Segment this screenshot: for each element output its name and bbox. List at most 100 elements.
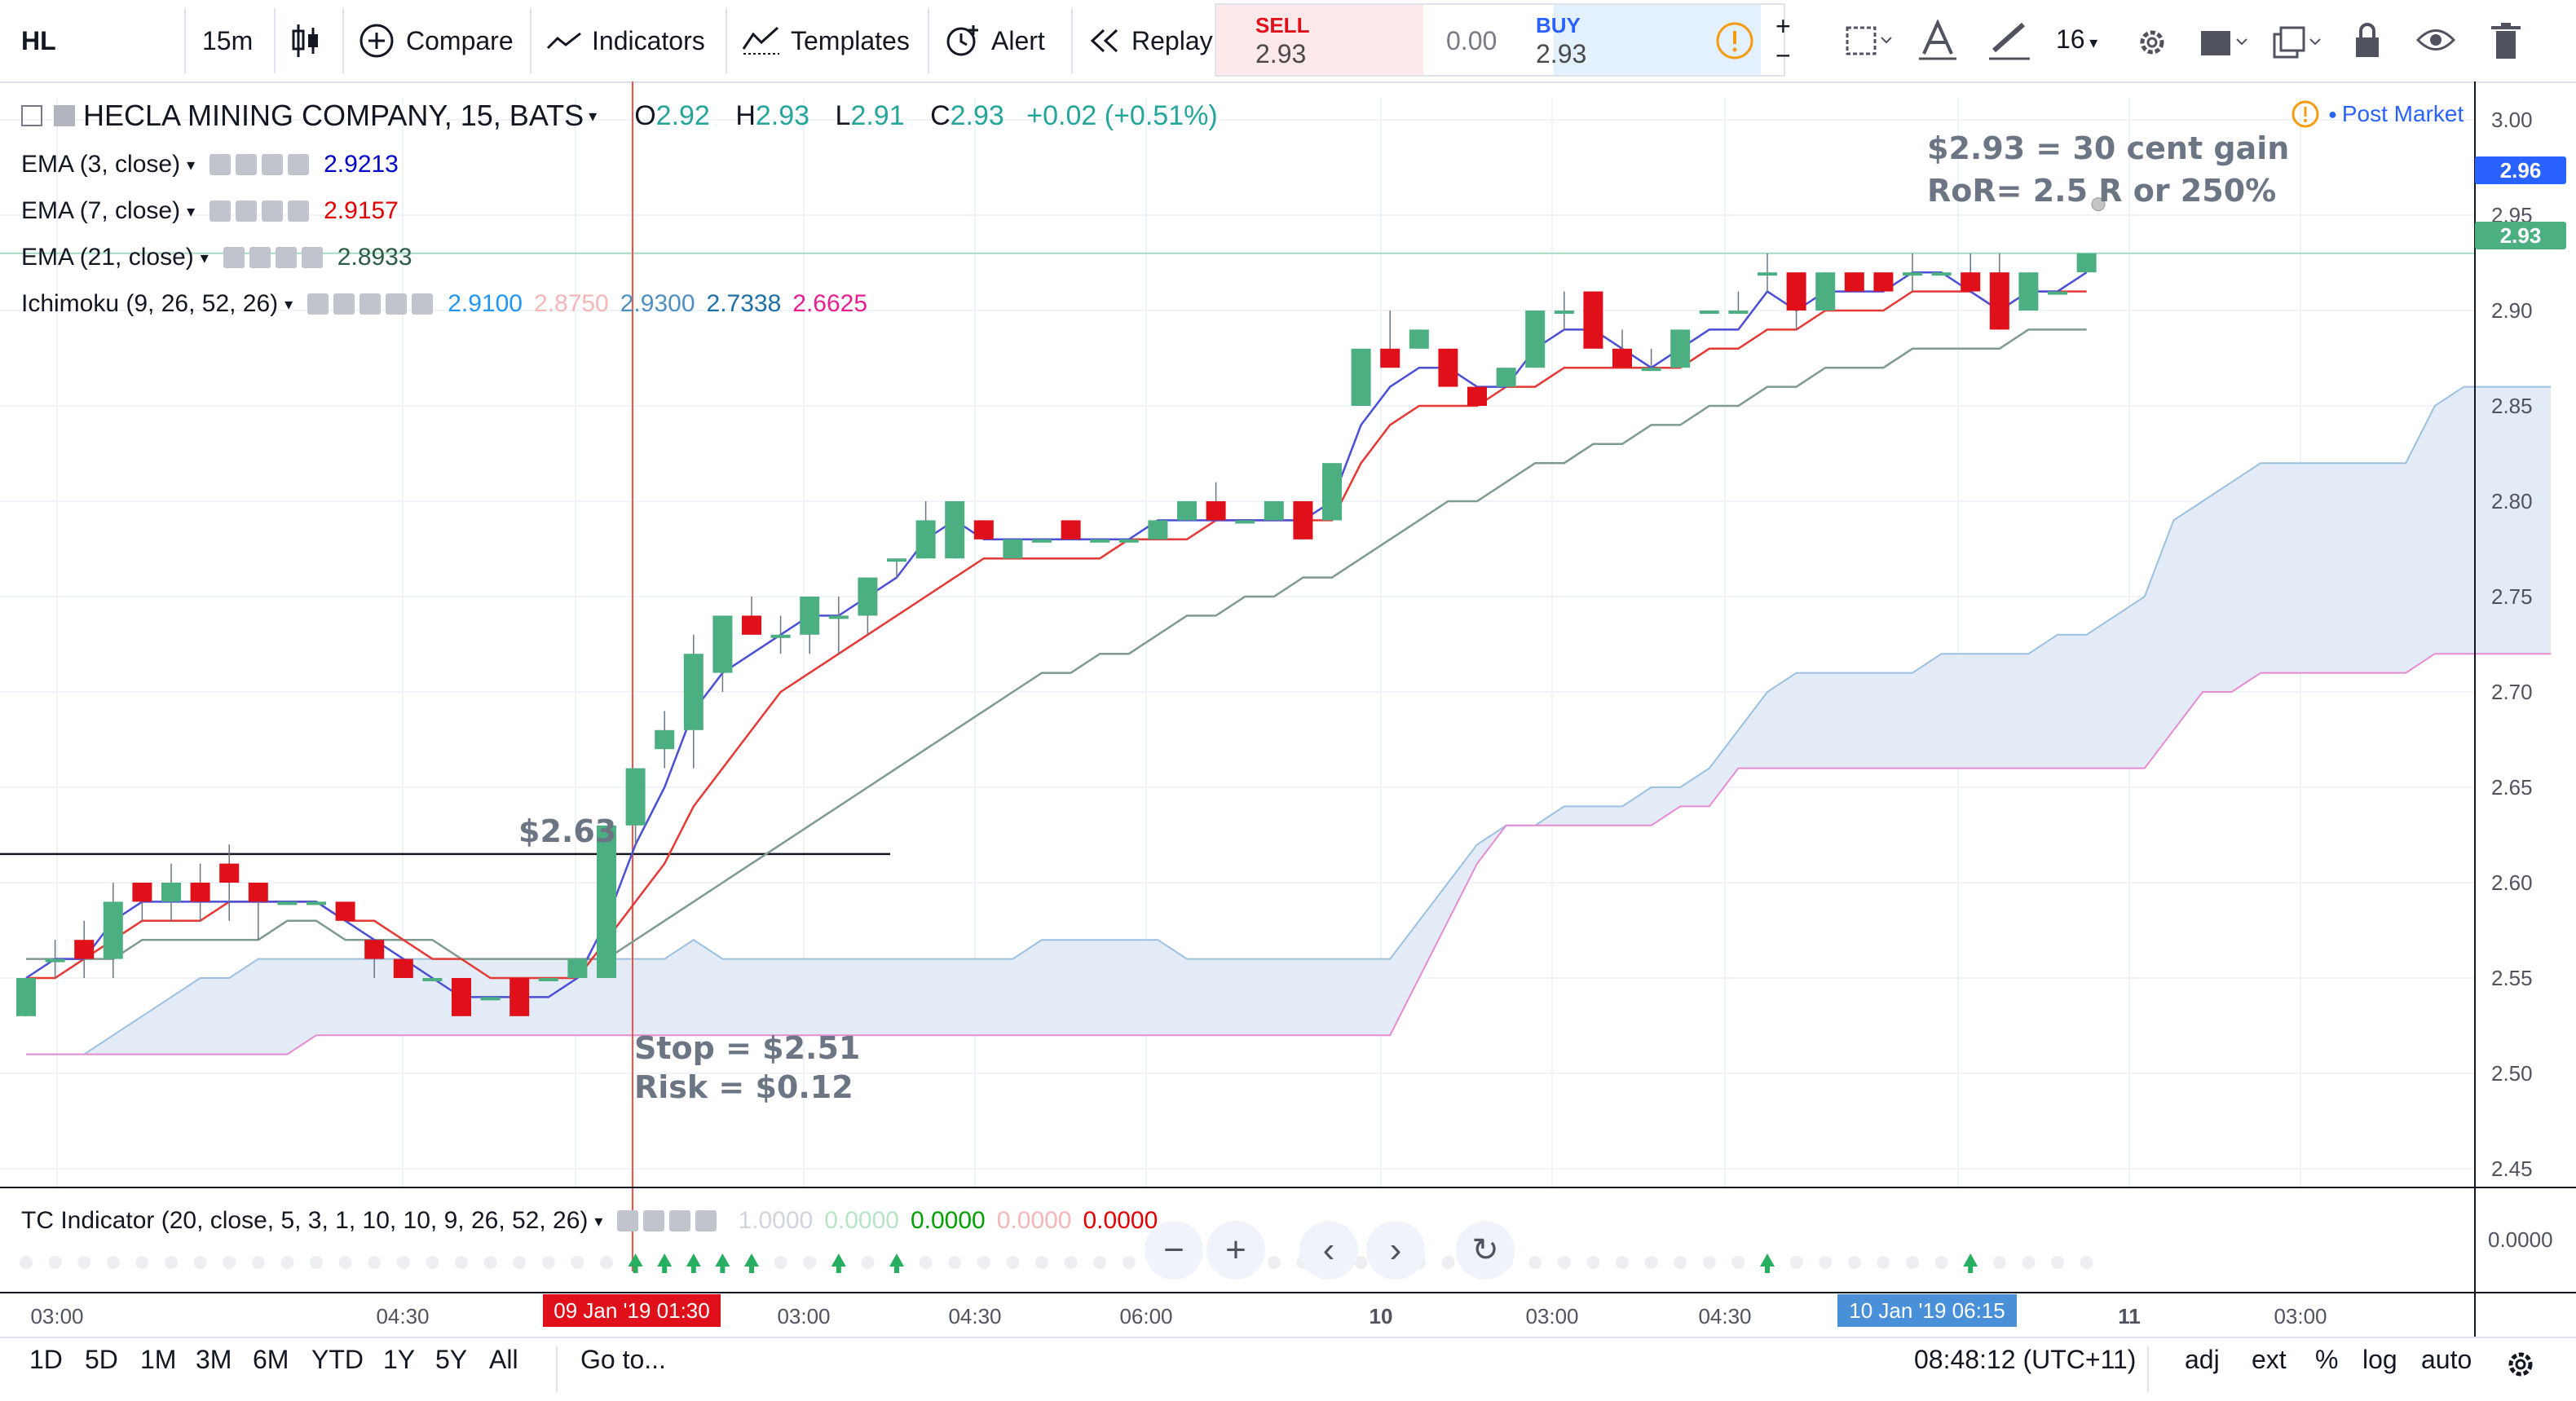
- chevron-down-icon[interactable]: ▾: [187, 202, 196, 221]
- range-5y[interactable]: 5Y: [435, 1345, 468, 1374]
- ema7-legend[interactable]: EMA (7, close) ▾ 2.9157: [21, 192, 399, 231]
- collapse-icon[interactable]: [21, 105, 42, 126]
- post-market-badge[interactable]: ● Post Market: [2291, 99, 2464, 129]
- goto-button[interactable]: Go to...: [580, 1345, 666, 1374]
- ext-toggle[interactable]: ext: [2252, 1345, 2287, 1374]
- chevron-down-icon[interactable]: ▾: [589, 107, 598, 126]
- plus-icon[interactable]: [262, 200, 284, 222]
- eye-icon[interactable]: [617, 1210, 639, 1231]
- risk-annotation[interactable]: Risk = $0.12: [634, 1069, 854, 1105]
- low-label: L: [835, 99, 851, 131]
- layout-button[interactable]: [1844, 23, 1893, 63]
- sell-button[interactable]: [1216, 5, 1423, 75]
- delete-button[interactable]: [2490, 21, 2522, 64]
- eye-icon[interactable]: [210, 200, 232, 222]
- replay-button[interactable]: Replay: [1089, 0, 1213, 82]
- ichimoku-legend[interactable]: Ichimoku (9, 26, 52, 26) ▾ 2.9100 2.8750 …: [21, 284, 867, 324]
- auto-toggle[interactable]: auto: [2421, 1345, 2472, 1374]
- buy-button[interactable]: [1554, 5, 1761, 75]
- plus-icon[interactable]: [262, 154, 284, 175]
- range-1d[interactable]: 1D: [29, 1345, 63, 1374]
- brush-tool-button[interactable]: [1987, 20, 2031, 64]
- zoom-out-button[interactable]: −: [1775, 41, 1791, 70]
- plus-icon[interactable]: [275, 247, 297, 268]
- candle-body: [828, 615, 849, 619]
- gear-icon[interactable]: [333, 293, 355, 315]
- source-code-icon[interactable]: [359, 293, 382, 315]
- chart-style-button[interactable]: [290, 0, 321, 82]
- tc-indicator-legend[interactable]: TC Indicator (20, close, 5, 3, 1, 10, 10…: [21, 1201, 1158, 1240]
- eye-icon[interactable]: [307, 293, 329, 315]
- buy-arrow-stem: [633, 1267, 638, 1273]
- chevron-down-icon[interactable]: ▾: [594, 1212, 603, 1231]
- signal-dot: [1731, 1256, 1745, 1269]
- chevron-down-icon[interactable]: ▾: [285, 295, 293, 314]
- close-icon[interactable]: [412, 293, 434, 315]
- gear-icon: [2508, 1352, 2533, 1377]
- zoom-in-chart-button[interactable]: +: [1206, 1221, 1265, 1280]
- eye-icon: [2415, 29, 2456, 51]
- candle-body: [1322, 463, 1342, 521]
- source-code-icon[interactable]: [669, 1210, 691, 1231]
- signal-dot: [541, 1256, 555, 1269]
- range-all[interactable]: All: [489, 1345, 518, 1374]
- interval-label: 15m: [202, 25, 254, 55]
- range-5d[interactable]: 5D: [85, 1345, 118, 1374]
- info-icon: [1716, 22, 1753, 59]
- plus-icon[interactable]: [386, 293, 408, 315]
- reset-chart-button[interactable]: ↻: [1456, 1221, 1515, 1280]
- buy-arrow-stem: [690, 1267, 696, 1273]
- close-icon[interactable]: [288, 200, 310, 222]
- alert-button[interactable]: Alert: [944, 0, 1045, 82]
- ema3-legend[interactable]: EMA (3, close) ▾ 2.9213: [21, 145, 399, 184]
- visibility-button[interactable]: [2415, 26, 2456, 58]
- range-ytd[interactable]: YTD: [311, 1345, 364, 1374]
- entry-annotation[interactable]: $2.63: [518, 813, 617, 849]
- clone-button[interactable]: [2271, 24, 2323, 64]
- range-6m[interactable]: 6M: [253, 1345, 289, 1374]
- scroll-left-button[interactable]: ‹: [1299, 1221, 1358, 1280]
- stop-annotation[interactable]: Stop = $2.51: [634, 1030, 861, 1066]
- signal-dot: [977, 1256, 990, 1269]
- clock-readout[interactable]: 08:48:12 (UTC+11): [1914, 1345, 2137, 1374]
- price-tick-label: 2.50: [2491, 1061, 2533, 1086]
- percent-toggle[interactable]: %: [2315, 1345, 2339, 1374]
- gear-icon[interactable]: [236, 154, 258, 175]
- ror-annotation[interactable]: RoR= 2.5 R or 250%: [1927, 173, 2277, 209]
- gear-icon[interactable]: [643, 1210, 665, 1231]
- close-icon[interactable]: [288, 154, 310, 175]
- range-3m[interactable]: 3M: [196, 1345, 232, 1374]
- candle-body: [1728, 311, 1749, 314]
- adj-toggle[interactable]: adj: [2185, 1345, 2220, 1374]
- log-toggle[interactable]: log: [2362, 1345, 2397, 1374]
- interval-button[interactable]: 15m: [202, 0, 253, 82]
- indicators-button[interactable]: Indicators: [546, 0, 705, 82]
- gain-annotation[interactable]: $2.93 = 30 cent gain: [1927, 130, 2290, 166]
- zoom-out-chart-button[interactable]: −: [1145, 1221, 1203, 1280]
- compare-button[interactable]: Compare: [359, 0, 514, 82]
- ema21-legend[interactable]: EMA (21, close) ▾ 2.8933: [21, 238, 412, 277]
- lock-button[interactable]: [2351, 21, 2384, 64]
- font-size-button[interactable]: 16 ▾: [2056, 24, 2097, 55]
- close-icon[interactable]: [301, 247, 323, 268]
- symbol-search[interactable]: HL: [21, 0, 56, 82]
- range-1m[interactable]: 1M: [140, 1345, 177, 1374]
- chevron-down-icon[interactable]: ▾: [187, 156, 196, 174]
- eye-icon[interactable]: [223, 247, 245, 268]
- eye-icon[interactable]: [210, 154, 232, 175]
- fill-button[interactable]: [2198, 24, 2250, 64]
- info-button[interactable]: [1715, 21, 1754, 64]
- templates-button[interactable]: Templates: [742, 0, 910, 82]
- settings-button[interactable]: [2134, 24, 2170, 64]
- scroll-right-button[interactable]: ›: [1366, 1221, 1425, 1280]
- candle-body: [480, 997, 501, 1001]
- gear-icon[interactable]: [236, 200, 258, 222]
- range-1y[interactable]: 1Y: [383, 1345, 416, 1374]
- zoom-in-button[interactable]: +: [1775, 11, 1791, 41]
- chevron-down-icon[interactable]: ▾: [200, 249, 209, 267]
- gear-icon[interactable]: [249, 247, 271, 268]
- close-icon[interactable]: [695, 1210, 717, 1231]
- flag-icon[interactable]: [54, 105, 75, 126]
- chart-settings-button[interactable]: [2503, 1346, 2539, 1386]
- text-tool-button[interactable]: [1917, 19, 1958, 64]
